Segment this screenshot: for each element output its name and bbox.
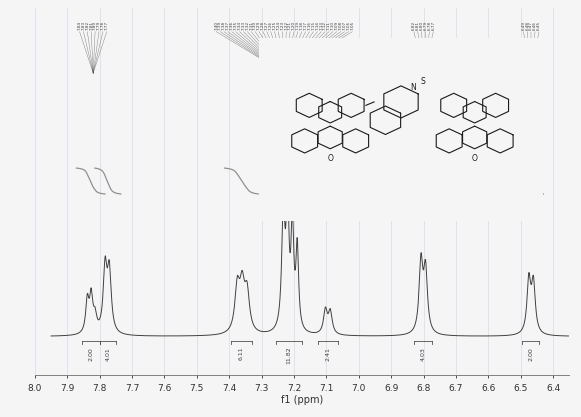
Text: 7.18: 7.18 bbox=[300, 21, 304, 30]
Text: 6.49: 6.49 bbox=[521, 21, 525, 30]
Text: 7.13: 7.13 bbox=[319, 21, 323, 30]
Text: 6.11: 6.11 bbox=[239, 347, 244, 360]
Text: 6.78: 6.78 bbox=[428, 21, 432, 30]
Text: 7.16: 7.16 bbox=[307, 21, 311, 30]
Text: 7.15: 7.15 bbox=[311, 21, 315, 30]
Text: 7.14: 7.14 bbox=[315, 21, 320, 30]
Text: 7.29: 7.29 bbox=[257, 21, 261, 30]
Text: 4.03: 4.03 bbox=[420, 347, 425, 361]
Text: 7.06: 7.06 bbox=[346, 21, 350, 30]
Text: 7.24: 7.24 bbox=[277, 21, 281, 30]
Text: 6.46: 6.46 bbox=[533, 21, 537, 30]
Text: 7.31: 7.31 bbox=[249, 21, 253, 30]
Text: 7.21: 7.21 bbox=[288, 21, 292, 30]
Text: 7.84: 7.84 bbox=[78, 21, 81, 30]
Text: 6.80: 6.80 bbox=[419, 21, 424, 30]
Text: 11.82: 11.82 bbox=[286, 347, 292, 364]
Text: 4.01: 4.01 bbox=[105, 347, 110, 361]
Text: 7.25: 7.25 bbox=[272, 21, 277, 30]
Text: 7.10: 7.10 bbox=[331, 21, 335, 30]
Text: 7.39: 7.39 bbox=[218, 21, 222, 30]
X-axis label: f1 (ppm): f1 (ppm) bbox=[281, 395, 323, 405]
Text: 7.34: 7.34 bbox=[238, 21, 242, 30]
Text: 7.32: 7.32 bbox=[245, 21, 249, 30]
Text: 7.38: 7.38 bbox=[222, 21, 226, 30]
Text: 7.23: 7.23 bbox=[281, 21, 284, 30]
Text: 7.08: 7.08 bbox=[339, 21, 343, 30]
Text: 7.80: 7.80 bbox=[93, 21, 97, 30]
Text: 7.33: 7.33 bbox=[242, 21, 246, 30]
Text: 7.11: 7.11 bbox=[327, 21, 331, 30]
Text: 7.83: 7.83 bbox=[81, 21, 85, 30]
Text: 7.17: 7.17 bbox=[304, 21, 308, 30]
Text: 7.19: 7.19 bbox=[296, 21, 300, 30]
Text: 7.77: 7.77 bbox=[105, 21, 109, 30]
Text: 6.48: 6.48 bbox=[525, 21, 529, 30]
Text: 7.20: 7.20 bbox=[292, 21, 296, 30]
Text: 7.81: 7.81 bbox=[89, 21, 93, 30]
Text: 6.82: 6.82 bbox=[412, 21, 416, 30]
Text: 6.77: 6.77 bbox=[431, 21, 435, 30]
Text: 7.26: 7.26 bbox=[268, 21, 272, 30]
Text: 7.27: 7.27 bbox=[265, 21, 269, 30]
Text: 7.35: 7.35 bbox=[234, 21, 238, 30]
Text: 7.30: 7.30 bbox=[253, 21, 257, 30]
Text: 6.47: 6.47 bbox=[529, 21, 533, 30]
Text: 7.28: 7.28 bbox=[261, 21, 265, 30]
Text: 2.00: 2.00 bbox=[88, 347, 93, 361]
Text: 6.45: 6.45 bbox=[537, 21, 541, 30]
Text: 7.78: 7.78 bbox=[101, 21, 105, 30]
Text: 7.22: 7.22 bbox=[284, 21, 288, 30]
Text: 7.79: 7.79 bbox=[97, 21, 101, 30]
Text: 7.12: 7.12 bbox=[323, 21, 327, 30]
Text: 7.37: 7.37 bbox=[226, 21, 230, 30]
Text: 6.81: 6.81 bbox=[416, 21, 419, 30]
Text: 6.79: 6.79 bbox=[424, 21, 428, 30]
Text: 7.07: 7.07 bbox=[343, 21, 346, 30]
Text: 2.00: 2.00 bbox=[528, 347, 533, 361]
Text: 7.40: 7.40 bbox=[214, 21, 218, 30]
Text: 7.36: 7.36 bbox=[230, 21, 234, 30]
Text: 7.09: 7.09 bbox=[335, 21, 339, 30]
Text: 2.41: 2.41 bbox=[325, 347, 331, 361]
Text: 7.05: 7.05 bbox=[350, 21, 354, 30]
Text: 7.82: 7.82 bbox=[85, 21, 89, 30]
